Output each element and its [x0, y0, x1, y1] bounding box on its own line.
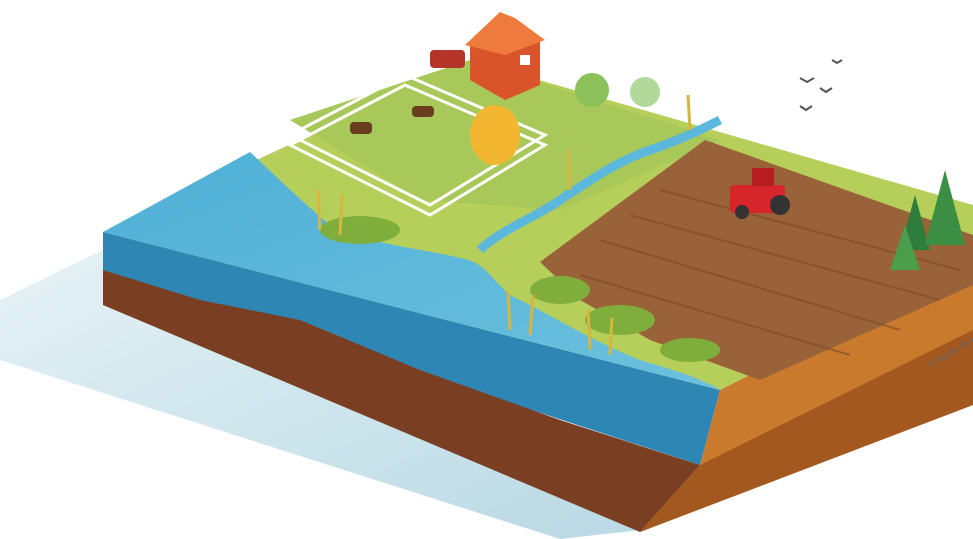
soil-right-deep: [640, 330, 973, 532]
birds: [799, 59, 843, 112]
trees: [575, 73, 965, 270]
water-side: [103, 232, 720, 465]
reeds: [316, 94, 692, 356]
horses: [350, 106, 434, 134]
stream: [476, 115, 723, 254]
lake: [103, 152, 720, 390]
fence: [286, 73, 549, 217]
soil-side: [103, 270, 700, 532]
haystack: [470, 105, 520, 165]
tractor: [730, 168, 790, 219]
house: [430, 12, 545, 100]
